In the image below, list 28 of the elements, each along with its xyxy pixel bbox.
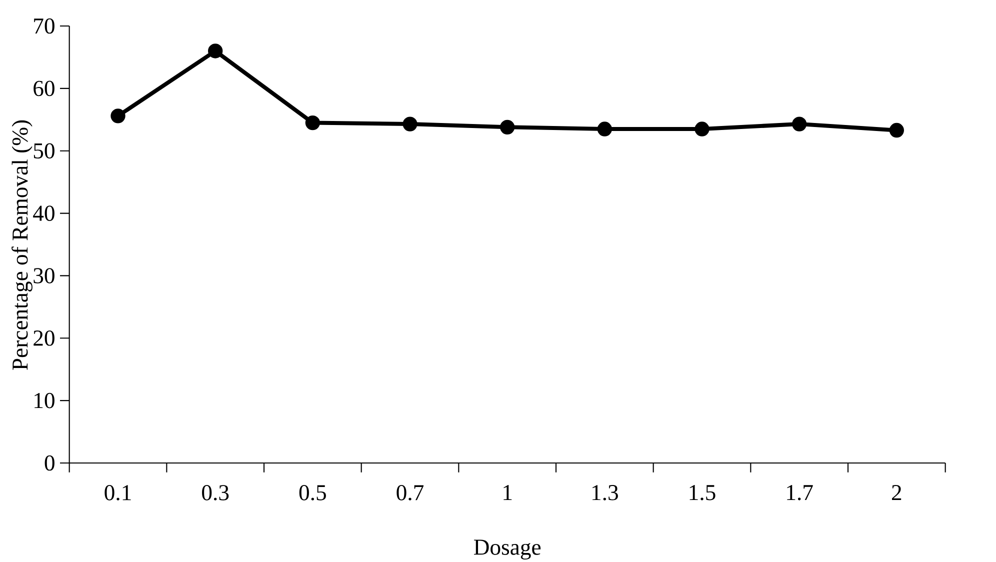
x-tick-label: 1.3 <box>592 485 618 500</box>
x-tick-label: 0.1 <box>104 485 131 500</box>
point <box>110 108 126 124</box>
y-tick-label: 30 <box>34 268 54 284</box>
x-tick-label: 0.5 <box>299 485 326 500</box>
point <box>208 44 223 58</box>
point <box>694 122 710 136</box>
y-tick-label: 70 <box>34 18 54 34</box>
point <box>500 120 515 134</box>
x-tick-label: 2 <box>892 485 902 500</box>
x-tick-label: 0.7 <box>396 485 424 500</box>
point <box>792 116 807 132</box>
y-tick-label: 40 <box>33 206 54 221</box>
x-tick-label: 1 <box>504 485 512 500</box>
y-tick-label: 10 <box>34 392 54 408</box>
point <box>305 115 320 130</box>
y-tick-label: 50 <box>34 143 54 159</box>
y-tick-label: 0 <box>44 455 54 471</box>
point <box>597 122 612 136</box>
y-axis-title: Percentage of Removal (%) <box>12 120 32 370</box>
point <box>402 116 418 132</box>
x-axis-title: Dosage <box>474 540 541 560</box>
x-tick-label: 1.5 <box>690 485 716 500</box>
y-tick-label: 20 <box>34 330 54 346</box>
y-tick-label: 60 <box>34 80 54 96</box>
point <box>889 122 904 138</box>
x-tick-label: 1.7 <box>787 485 813 500</box>
x-tick-label: 0.3 <box>202 485 229 500</box>
